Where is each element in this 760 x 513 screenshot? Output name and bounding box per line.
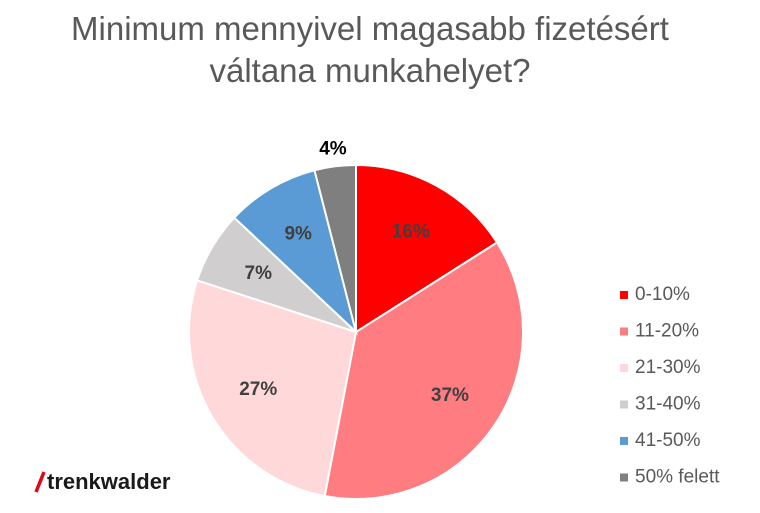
legend-marker: [620, 473, 628, 482]
data-label: 27%: [239, 379, 277, 400]
data-label: 9%: [284, 223, 312, 244]
pie-slice: [188, 279, 358, 498]
data-label: 4%: [319, 138, 347, 159]
legend-marker: [620, 291, 628, 299]
pie-slice: [232, 169, 358, 336]
pie-slice: [355, 163, 499, 334]
legend-label: 11-20%: [635, 321, 699, 342]
legend-marker: [620, 327, 628, 336]
pie-slice: [313, 163, 357, 333]
data-label: 16%: [392, 222, 430, 243]
legend-label: 50% felett: [635, 467, 720, 488]
data-label: 37%: [431, 385, 469, 406]
chart-title: Minimum mennyivel magasabb fizetésért vá…: [71, 10, 669, 89]
data-label: 7%: [245, 263, 273, 284]
legend-marker: [620, 437, 628, 445]
legend-label: 41-50%: [635, 430, 701, 451]
legend-label: 0-10%: [635, 284, 690, 305]
legend-label: 31-40%: [635, 394, 701, 415]
legend-marker: [620, 364, 628, 372]
logo: trenkwalder: [47, 469, 171, 494]
legend-label: 21-30%: [635, 357, 701, 378]
pie-slice: [323, 241, 524, 500]
logo-slash: [34, 471, 46, 493]
legend-marker: [620, 400, 628, 409]
